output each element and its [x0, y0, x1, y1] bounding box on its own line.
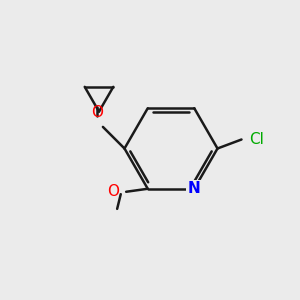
Text: O: O [107, 184, 119, 199]
Text: N: N [188, 181, 201, 196]
Text: O: O [92, 105, 104, 120]
Text: Cl: Cl [249, 132, 264, 147]
